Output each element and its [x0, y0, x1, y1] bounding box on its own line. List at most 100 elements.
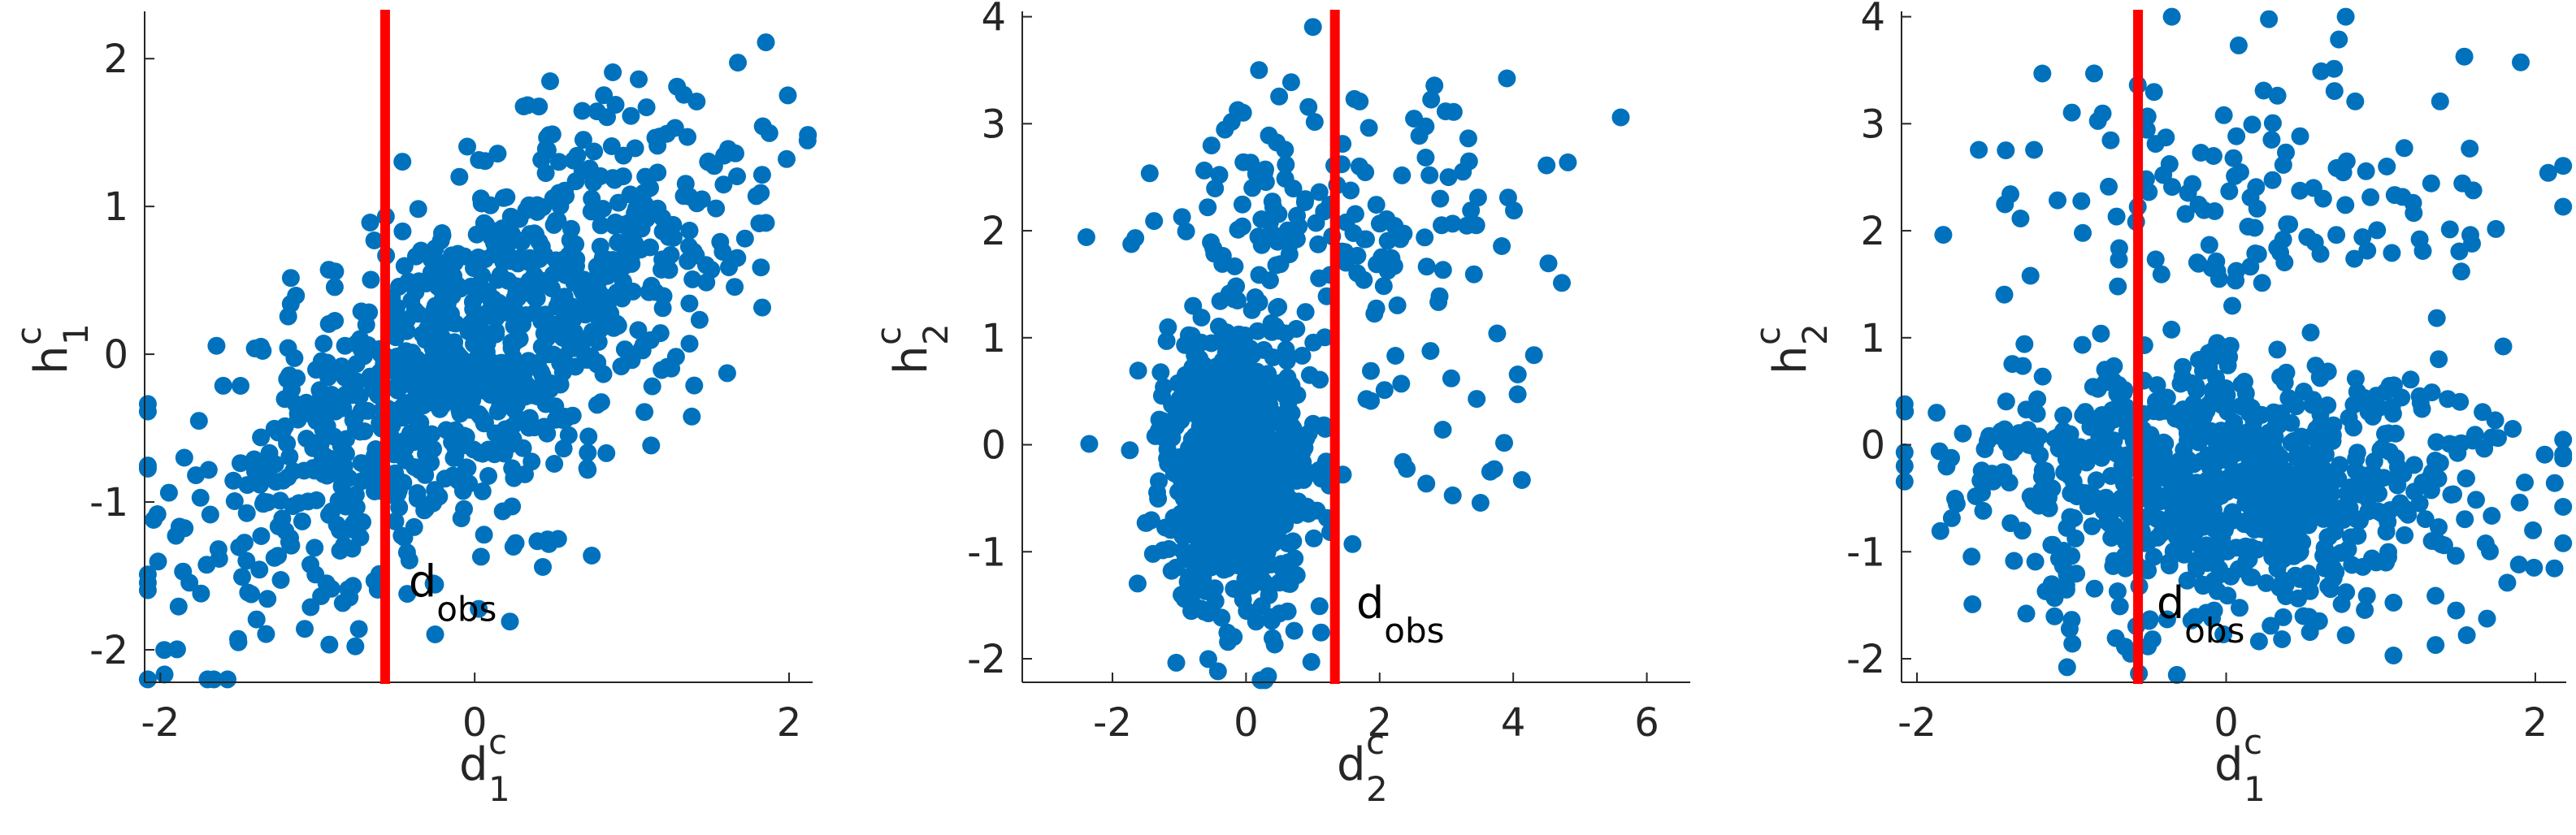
scatter-point: [604, 63, 622, 81]
scatter-point: [2327, 563, 2345, 582]
scatter-point: [752, 258, 770, 277]
scatter-point: [1559, 153, 1577, 171]
y-axis-label-sub: 2: [916, 323, 956, 345]
scatter-point: [2140, 612, 2158, 630]
scatter-point: [2154, 166, 2173, 184]
scatter-point: [502, 333, 521, 352]
scatter-point: [2001, 185, 2019, 204]
scatter-point: [1997, 141, 2015, 160]
scatter-point: [2106, 629, 2125, 647]
scatter-point: [2298, 227, 2317, 246]
scatter-point: [1386, 217, 1404, 235]
scatter-point: [501, 252, 520, 270]
scatter-point: [2152, 265, 2171, 283]
scatter-point: [155, 641, 174, 660]
scatter-point: [1173, 542, 1192, 560]
scatter-point: [397, 322, 416, 340]
scatter-point: [285, 348, 304, 367]
scatter-point: [1163, 396, 1182, 414]
scatter-point: [1177, 222, 1195, 240]
scatter-point: [1265, 635, 1284, 654]
scatter-point: [2110, 250, 2128, 269]
scatter-point: [2092, 448, 2111, 467]
scatter-point: [252, 527, 271, 545]
scatter-point: [1970, 141, 1988, 159]
scatter-point: [728, 167, 746, 186]
scatter-point: [346, 486, 365, 504]
scatter-point: [2353, 557, 2372, 576]
scatter-point: [2427, 309, 2446, 327]
scatter-point: [729, 54, 747, 72]
scatter-point: [2301, 323, 2320, 342]
scatter-point: [1942, 508, 1961, 527]
scatter-point: [1393, 166, 1412, 184]
scatter-point: [1174, 490, 1193, 508]
scatter-point: [2258, 439, 2277, 457]
scatter-point: [2416, 510, 2435, 529]
scatter-point: [2431, 92, 2449, 110]
scatter-point: [2387, 448, 2405, 467]
scatter-point: [2177, 503, 2195, 521]
scatter-point: [1287, 319, 1306, 338]
scatter-point: [1388, 296, 1407, 314]
scatter-point: [697, 273, 716, 292]
scatter-point: [707, 199, 726, 218]
scatter-point: [245, 462, 264, 481]
scatter-point: [1305, 113, 1324, 132]
scatter-point: [2422, 532, 2441, 550]
scatter-point: [1416, 149, 1435, 167]
scatter-point: [1405, 110, 1424, 128]
scatter-point: [1444, 102, 1463, 121]
scatter-point: [575, 270, 593, 289]
scatter-point: [481, 196, 500, 214]
scatter-point: [365, 231, 384, 249]
scatter-point: [1242, 301, 1261, 319]
scatter-point: [609, 233, 627, 252]
scatter-point: [591, 237, 609, 256]
scatter-point: [1258, 386, 1277, 405]
y-tick-label: 1: [981, 316, 1006, 361]
scatter-point: [2105, 517, 2124, 535]
scatter-point: [641, 179, 659, 197]
scatter-point: [2405, 204, 2423, 223]
scatter-point: [1439, 168, 1458, 187]
scatter-point: [634, 335, 653, 354]
scatter-point: [2384, 647, 2403, 664]
scatter-point: [547, 315, 566, 334]
scatter-point: [705, 157, 723, 175]
scatter-point: [1206, 592, 1225, 611]
scatter-point: [637, 98, 656, 117]
scatter-point: [2284, 547, 2303, 565]
scatter-point: [1311, 370, 1329, 389]
scatter-point: [664, 228, 683, 247]
scatter-point: [583, 322, 601, 341]
scatter-point: [314, 335, 333, 353]
scatter-point: [1233, 195, 1251, 214]
scatter-point: [1190, 357, 1208, 375]
scatter-point: [2088, 111, 2107, 130]
x-tick-label: 2: [777, 700, 802, 746]
scatter-point: [1471, 494, 1490, 512]
scatter-point: [1370, 214, 1389, 233]
scatter-point: [2461, 139, 2479, 158]
scatter-point: [1173, 586, 1190, 604]
scatter-point: [1225, 628, 1243, 647]
scatter-point: [1241, 522, 1260, 540]
scatter-point: [2074, 406, 2092, 425]
scatter-point: [1246, 506, 1264, 525]
scatter-point: [1211, 542, 1229, 560]
scatter-point: [551, 197, 570, 215]
scatter-point: [355, 347, 373, 366]
scatter-point: [386, 512, 405, 530]
scatter-point: [2307, 420, 2326, 439]
y-axis-label-base: h: [25, 346, 78, 375]
scatter-point: [237, 504, 256, 522]
scatter-point: [2218, 482, 2236, 501]
scatter-point: [281, 269, 300, 288]
scatter-point: [2249, 488, 2266, 507]
scatter-point: [1160, 539, 1178, 558]
scatter-point: [191, 488, 210, 507]
scatter-point: [2512, 53, 2530, 71]
scatter-point: [1260, 578, 1278, 597]
y-axis-label-base: h: [885, 346, 938, 375]
